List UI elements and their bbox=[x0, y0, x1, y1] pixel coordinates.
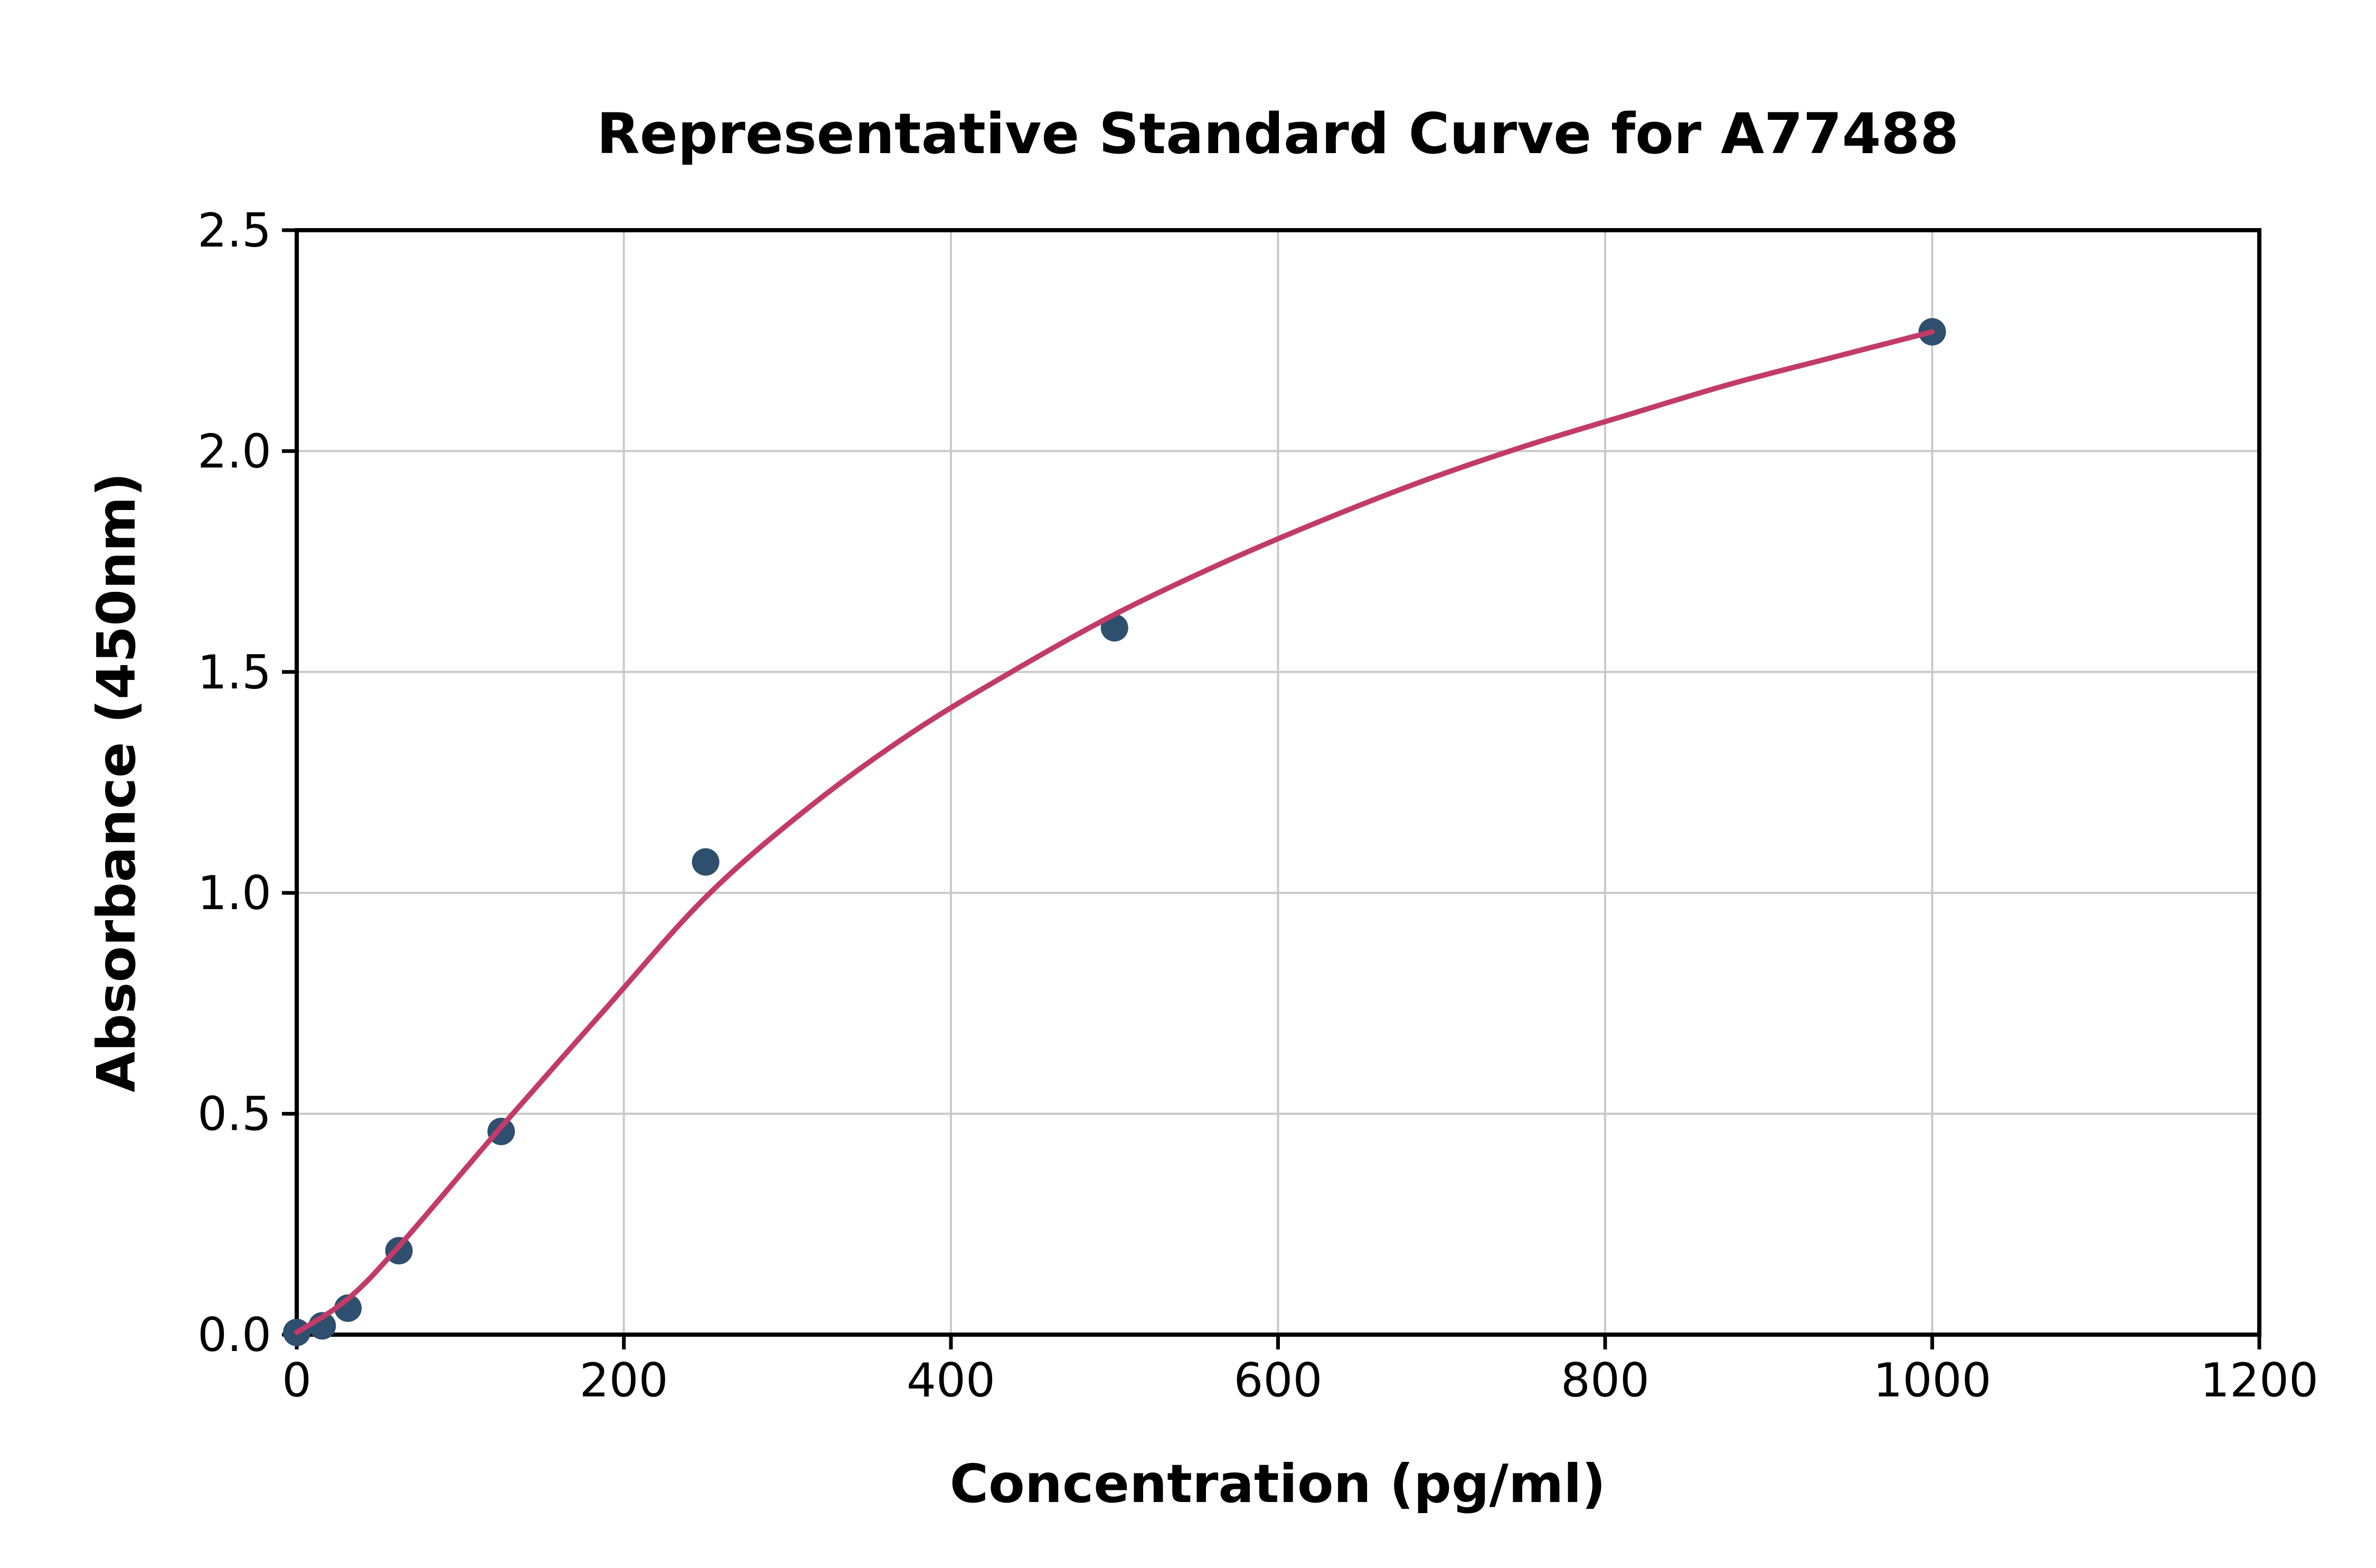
x-tick-label: 0 bbox=[282, 1353, 312, 1408]
chart-title: Representative Standard Curve for A77488 bbox=[597, 101, 1959, 166]
x-axis-label: Concentration (pg/ml) bbox=[950, 1453, 1606, 1515]
axis-layer: 0 200 400 600 800 1000 1200 0.0 0.5 1.0 1.5 2.0 2.5 bbox=[197, 203, 2318, 1408]
y-tick-label: 2.5 bbox=[197, 203, 271, 258]
y-tick-label: 1.0 bbox=[197, 866, 271, 920]
grid-layer bbox=[296, 229, 2260, 1336]
x-tick-label: 1200 bbox=[2200, 1353, 2318, 1408]
y-tick-label: 0.5 bbox=[197, 1087, 271, 1141]
plot-layer bbox=[283, 318, 1946, 1346]
x-tick-label: 400 bbox=[907, 1353, 995, 1408]
x-tick-label: 600 bbox=[1234, 1353, 1323, 1408]
y-axis-label: Absorbance (450nm) bbox=[86, 473, 147, 1092]
x-tick-label: 1000 bbox=[1873, 1353, 1992, 1408]
data-point bbox=[692, 848, 720, 876]
y-tick-label: 0.0 bbox=[197, 1308, 271, 1362]
x-tick-label: 200 bbox=[580, 1353, 668, 1408]
x-tick-label: 800 bbox=[1561, 1353, 1649, 1408]
fit-curve bbox=[294, 329, 1935, 1335]
y-tick-label: 1.5 bbox=[197, 645, 271, 700]
y-tick-label: 2.0 bbox=[197, 424, 271, 478]
